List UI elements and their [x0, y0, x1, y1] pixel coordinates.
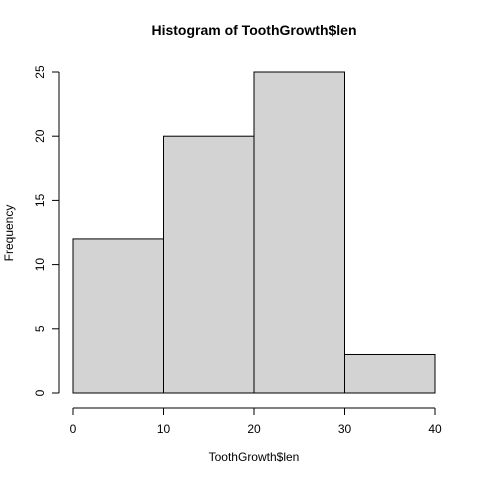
chart-title: Histogram of ToothGrowth$len: [151, 22, 356, 38]
x-axis-label: ToothGrowth$len: [209, 450, 300, 464]
y-tick-label-1: 5: [33, 325, 47, 332]
y-axis: 0 5 10 15 20 25: [33, 65, 60, 396]
x-tick-label-0: 0: [70, 422, 77, 436]
y-tick-label-5: 25: [33, 65, 47, 79]
y-tick-label-4: 20: [33, 129, 47, 143]
y-tick-label-0: 0: [33, 389, 47, 396]
y-tick-label-2: 10: [33, 258, 47, 272]
bars-group: [72, 71, 436, 394]
x-tick-label-2: 20: [247, 422, 261, 436]
x-tick-label-4: 40: [428, 422, 442, 436]
histogram-bar-1: [163, 135, 255, 394]
x-tick-label-1: 10: [157, 422, 171, 436]
x-axis: 0 10 20 30 40: [70, 407, 442, 436]
histogram-bar-0: [72, 238, 164, 394]
y-tick-label-3: 15: [33, 193, 47, 207]
histogram-bar-3: [344, 353, 436, 394]
histogram-bar-2: [253, 71, 345, 394]
x-tick-label-3: 30: [338, 422, 352, 436]
y-axis-label: Frequency: [2, 205, 16, 262]
